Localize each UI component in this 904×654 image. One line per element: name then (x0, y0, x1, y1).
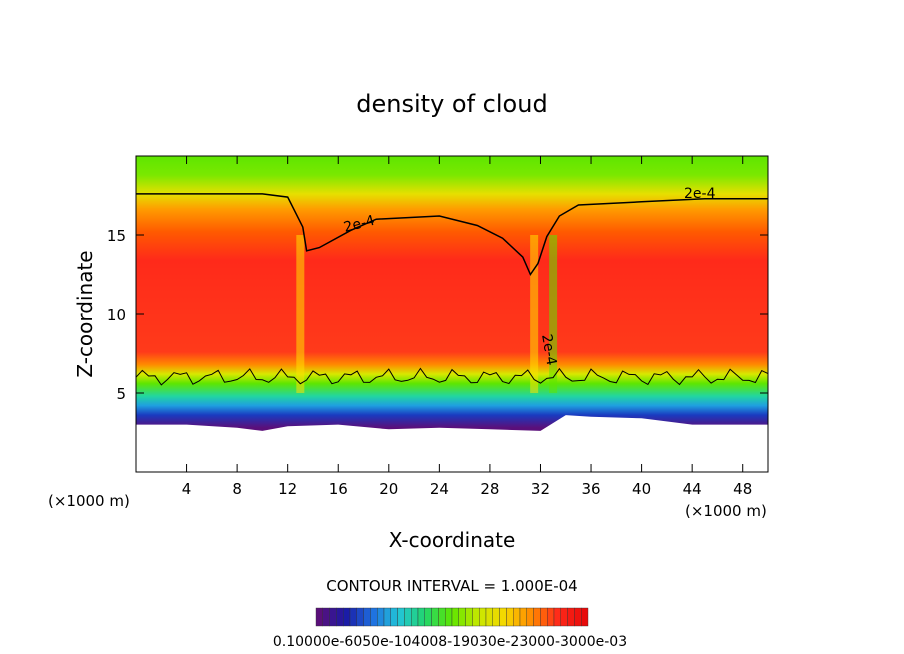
colorbar-swatch (513, 607, 521, 627)
y-tick-label: 5 (116, 385, 126, 403)
updraft-band (530, 235, 539, 393)
colorbar-swatch (540, 607, 548, 627)
colorbar-swatch (567, 607, 575, 627)
density-columns (296, 235, 558, 393)
contour-label: 2e-4 (342, 213, 377, 236)
y-tick-label: 15 (107, 227, 126, 245)
y-axis-label: Z-coordinate (73, 250, 97, 377)
density-field (136, 156, 768, 472)
chart-title: density of cloud (356, 90, 547, 118)
colorbar-swatch (431, 607, 439, 627)
colorbar-swatch (315, 607, 324, 627)
contour-line-lower (136, 367, 768, 386)
contour-label: 2e-4 (684, 186, 716, 202)
contour-line-2e-4 (136, 193, 768, 277)
colorbar-swatch (553, 607, 562, 627)
colorbar-swatch (424, 607, 432, 627)
colorbar-swatch (343, 607, 351, 627)
x-axis-label: X-coordinate (389, 528, 516, 552)
x-tick-label: 32 (531, 480, 550, 498)
colorbar-swatch (451, 607, 460, 627)
colorbar-swatch (363, 607, 371, 627)
x-tick-label: 20 (379, 480, 398, 498)
colorbar-swatch (485, 607, 494, 627)
x-axis: 4 8 12 16 20 24 28 32 36 40 44 48 (182, 156, 752, 498)
x-tick-label: 16 (329, 480, 348, 498)
x-tick-label: 8 (232, 480, 242, 498)
y-tick-label: 10 (107, 306, 126, 324)
cloud-free-region (136, 415, 768, 472)
x-tick-label: 4 (182, 480, 192, 498)
colorbar-swatch (581, 607, 589, 627)
x-tick-label: 28 (480, 480, 499, 498)
colorbar-swatch (499, 607, 507, 627)
x-unit-label-left: (×1000 m) (48, 492, 130, 510)
updraft-band (296, 235, 305, 393)
colorbar-swatch (322, 607, 330, 627)
plot-area (136, 156, 768, 472)
colorbar-swatch (533, 607, 541, 627)
colorbar-swatch (404, 607, 412, 627)
y-axis: 5 10 15 (107, 227, 768, 403)
colorbar-swatch (492, 607, 500, 627)
colorbar-swatch (547, 607, 555, 627)
colorbar-swatch (349, 607, 358, 627)
colorbar-tick-labels: 0.10000e-6050e-104008-19030e-23000-3000e… (273, 634, 627, 650)
x-tick-label: 44 (683, 480, 702, 498)
colorbar-swatch (519, 607, 528, 627)
colorbar-swatch (465, 607, 473, 627)
x-tick-label: 48 (733, 480, 752, 498)
colorbar-swatch (329, 607, 337, 627)
x-tick-label: 24 (430, 480, 449, 498)
colorbar-swatch (438, 607, 446, 627)
x-tick-label: 12 (278, 480, 297, 498)
updraft-band (549, 235, 558, 393)
colorbar (315, 607, 589, 627)
colorbar-swatch (506, 607, 514, 627)
colorbar-swatch (383, 607, 392, 627)
contour-interval-label: CONTOUR INTERVAL = 1.000E-04 (326, 577, 577, 595)
colorbar-swatch (390, 607, 398, 627)
x-tick-label: 40 (632, 480, 651, 498)
colorbar-swatch (574, 607, 582, 627)
colorbar-swatch (397, 607, 405, 627)
colorbar-swatch (411, 607, 419, 627)
colorbar-swatch (377, 607, 385, 627)
colorbar-swatch (479, 607, 487, 627)
x-tick-label: 36 (581, 480, 600, 498)
colorbar-swatch (370, 607, 378, 627)
colorbar-swatch (560, 607, 568, 627)
colorbar-swatch (458, 607, 466, 627)
contour-label: 2e-4 (538, 333, 559, 367)
colorbar-swatch (472, 607, 480, 627)
colorbar-swatch (356, 607, 364, 627)
colorbar-swatch (526, 607, 534, 627)
contour-labels: 2e-4 2e-4 2e-4 (342, 186, 715, 367)
x-unit-label-right: (×1000 m) (685, 502, 767, 520)
colorbar-swatch (445, 607, 453, 627)
colorbar-swatch (417, 607, 426, 627)
colorbar-swatch (336, 607, 344, 627)
